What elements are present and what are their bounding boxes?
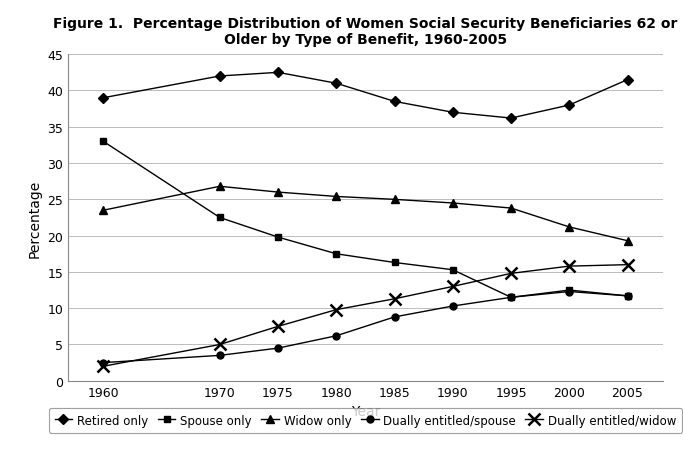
X-axis label: Year: Year — [350, 404, 380, 418]
Legend: Retired only, Spouse only, Widow only, Dually entitled/spouse, Dually entitled/w: Retired only, Spouse only, Widow only, D… — [48, 408, 682, 432]
Y-axis label: Percentage: Percentage — [28, 179, 42, 257]
Title: Figure 1.  Percentage Distribution of Women Social Security Beneficiaries 62 or
: Figure 1. Percentage Distribution of Wom… — [53, 17, 678, 47]
